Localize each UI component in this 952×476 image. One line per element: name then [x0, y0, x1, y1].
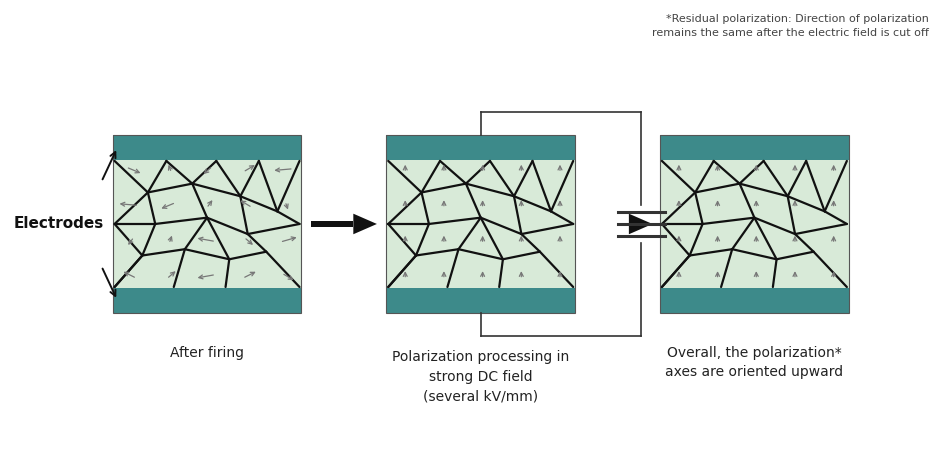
Bar	[660, 288, 849, 313]
Bar	[629, 221, 637, 227]
Text: Polarization processing in
strong DC field
(several kV/mm): Polarization processing in strong DC fie…	[392, 350, 569, 403]
Polygon shape	[353, 214, 377, 234]
Text: Electrodes: Electrodes	[13, 217, 104, 231]
Bar	[387, 135, 575, 160]
Text: After firing: After firing	[170, 346, 244, 359]
Polygon shape	[629, 214, 652, 234]
Bar	[660, 135, 849, 313]
Text: *Residual polarization: Direction of polarization
remains the same after the ele: *Residual polarization: Direction of pol…	[652, 13, 929, 39]
Text: Overall, the polarization*
axes are oriented upward: Overall, the polarization* axes are orie…	[665, 346, 843, 379]
Bar	[387, 160, 575, 288]
Bar	[387, 135, 575, 313]
Bar	[387, 288, 575, 313]
Bar	[660, 135, 849, 160]
Bar	[112, 135, 302, 160]
Bar	[660, 160, 849, 288]
Bar	[311, 221, 353, 227]
Bar	[112, 288, 302, 313]
Bar	[112, 135, 302, 313]
Bar	[112, 160, 302, 288]
